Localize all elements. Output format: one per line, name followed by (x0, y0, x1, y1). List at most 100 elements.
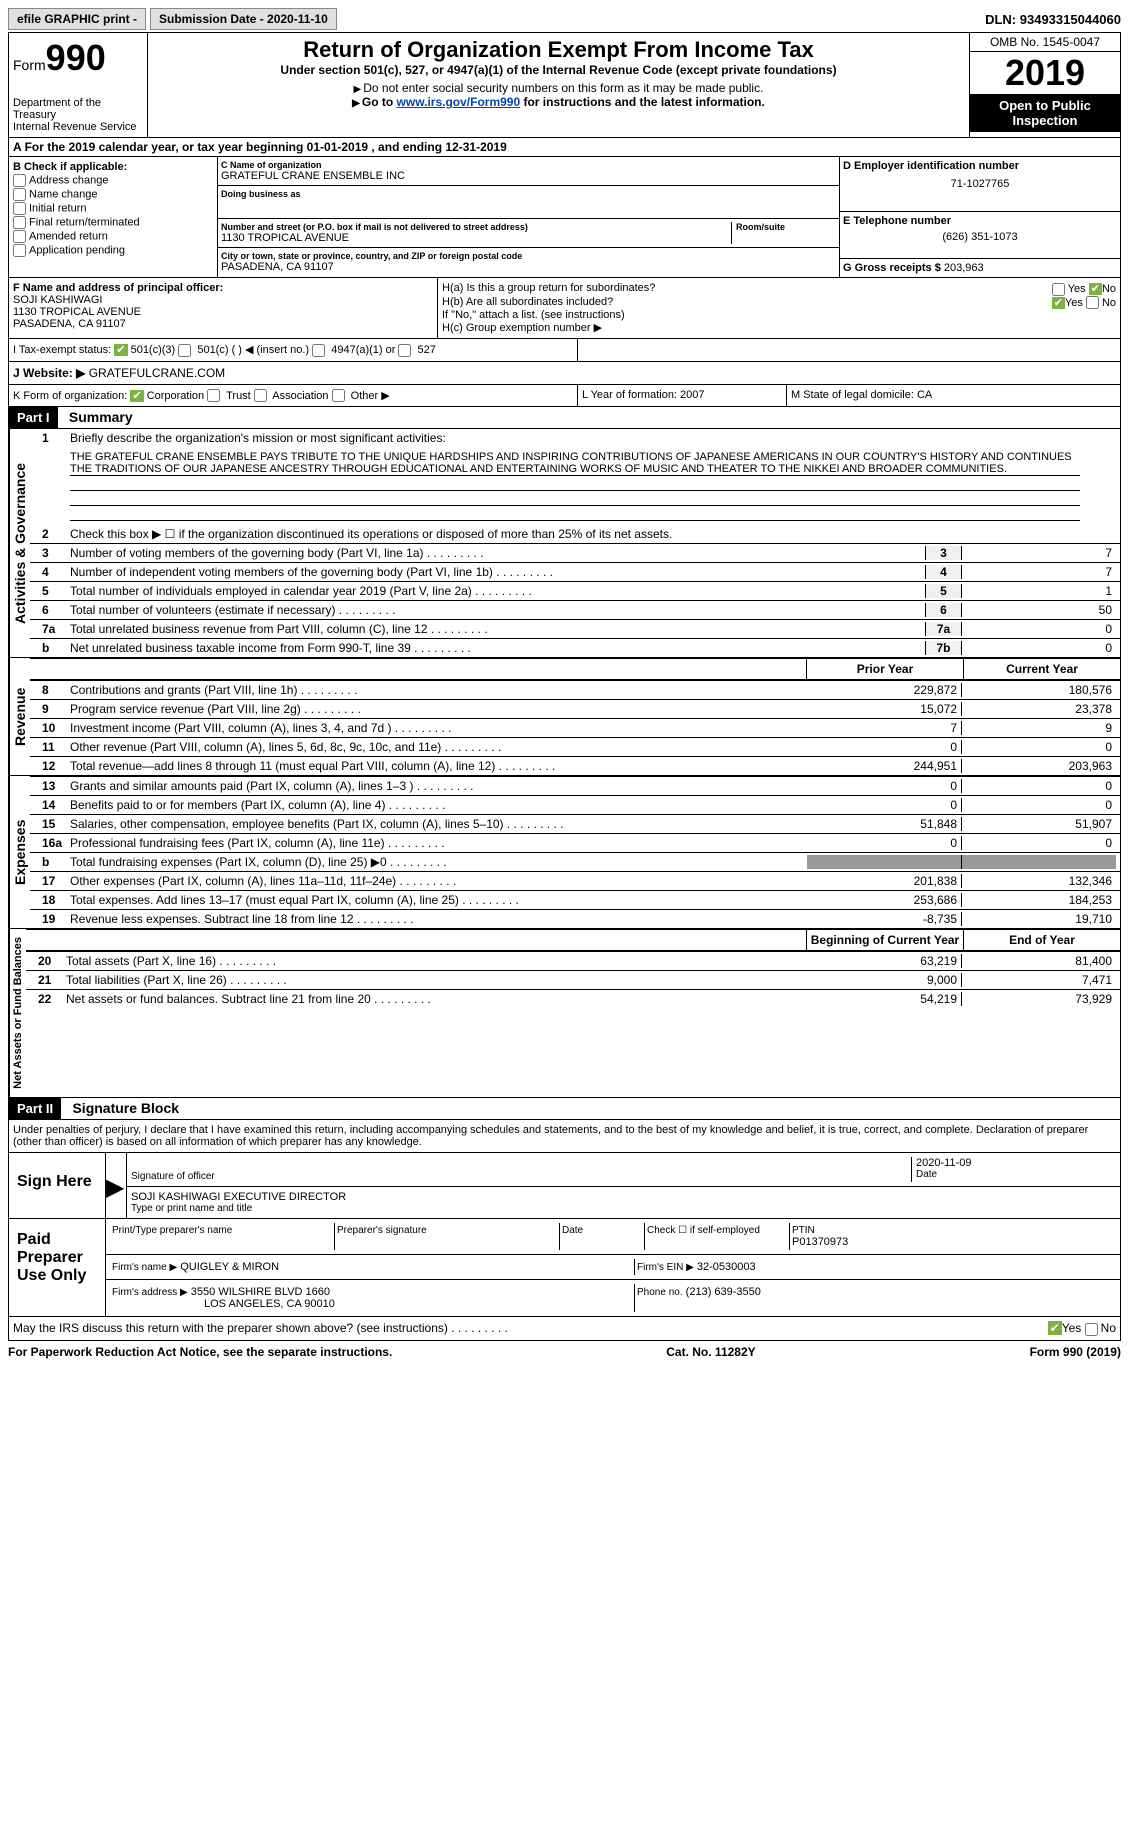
officer-addr: 1130 TROPICAL AVENUE (13, 306, 433, 318)
form-container: Form990 Department of the Treasury Inter… (8, 32, 1121, 1341)
revenue-label: Revenue (9, 658, 30, 775)
penalty-statement: Under penalties of perjury, I declare th… (9, 1120, 1120, 1152)
form-subtitle: Under section 501(c), 527, or 4947(a)(1)… (152, 63, 965, 77)
tax-period: A For the 2019 calendar year, or tax yea… (9, 138, 1120, 157)
line-16a: 16aProfessional fundraising fees (Part I… (30, 833, 1120, 852)
line-15: 15Salaries, other compensation, employee… (30, 814, 1120, 833)
group-return-q: H(a) Is this a group return for subordin… (442, 282, 1052, 296)
line-b: bTotal fundraising expenses (Part IX, co… (30, 852, 1120, 871)
line-6: 6Total number of volunteers (estimate if… (30, 600, 1120, 619)
firm-address: 3550 WILSHIRE BLVD 1660 (191, 1286, 330, 1298)
sign-here-label: Sign Here (9, 1153, 105, 1218)
name-change-checkbox[interactable]: Name change (13, 188, 213, 201)
current-year-header: Current Year (963, 659, 1120, 679)
begin-year-header: Beginning of Current Year (806, 930, 963, 950)
line-21: 21Total liabilities (Part X, line 26)9,0… (26, 970, 1120, 989)
line-7a: 7aTotal unrelated business revenue from … (30, 619, 1120, 638)
dln: DLN: 93493315044060 (985, 12, 1121, 27)
discontinued-check: Check this box ▶ ☐ if the organization d… (70, 527, 1116, 541)
org-city: PASADENA, CA 91107 (221, 261, 836, 273)
line-9: 9Program service revenue (Part VIII, lin… (30, 699, 1120, 718)
ssn-note: Do not enter social security numbers on … (152, 81, 965, 95)
officer-signature-name: SOJI KASHIWAGI EXECUTIVE DIRECTOR (131, 1191, 346, 1203)
line-17: 17Other expenses (Part IX, column (A), l… (30, 871, 1120, 890)
line-b: bNet unrelated business taxable income f… (30, 638, 1120, 657)
hb-no[interactable] (1086, 296, 1099, 309)
line-14: 14Benefits paid to or for members (Part … (30, 795, 1120, 814)
goto-note: Go to www.irs.gov/Form990 for instructio… (152, 95, 965, 109)
officer-city: PASADENA, CA 91107 (13, 318, 433, 330)
501c-checkbox[interactable] (178, 344, 191, 357)
part2-label: Part II (9, 1098, 61, 1119)
line-18: 18Total expenses. Add lines 13–17 (must … (30, 890, 1120, 909)
state-domicile: M State of legal domicile: CA (787, 385, 1120, 407)
phone: (626) 351-1073 (843, 227, 1117, 243)
application-pending-checkbox[interactable]: Application pending (13, 244, 213, 257)
efile-print-button[interactable]: efile GRAPHIC print - (8, 8, 146, 30)
gross-receipts: 203,963 (944, 262, 984, 274)
527-checkbox[interactable] (398, 344, 411, 357)
form-header: Form990 Department of the Treasury Inter… (9, 33, 1120, 138)
line-20: 20Total assets (Part X, line 16)63,21981… (26, 951, 1120, 970)
line-12: 12Total revenue—add lines 8 through 11 (… (30, 756, 1120, 775)
cat-no: Cat. No. 11282Y (666, 1345, 755, 1359)
form-title: Return of Organization Exempt From Incom… (152, 37, 965, 63)
ptin: P01370973 (792, 1236, 1114, 1248)
top-bar: efile GRAPHIC print - Submission Date - … (8, 8, 1121, 30)
initial-return-checkbox[interactable]: Initial return (13, 202, 213, 215)
submission-date-button[interactable]: Submission Date - 2020-11-10 (150, 8, 337, 30)
officer-label: F Name and address of principal officer: (13, 282, 433, 294)
paid-preparer-label: Paid Preparer Use Only (9, 1219, 105, 1316)
self-employed-check[interactable]: Check ☐ if self-employed (644, 1223, 789, 1250)
mission-label: Briefly describe the organization's miss… (70, 431, 1116, 445)
tax-year: 2019 (970, 52, 1120, 94)
part1-label: Part I (9, 407, 58, 428)
amended-return-checkbox[interactable]: Amended return (13, 230, 213, 243)
paperwork-notice: For Paperwork Reduction Act Notice, see … (8, 1345, 392, 1359)
other-checkbox[interactable] (332, 389, 345, 402)
website: GRATEFULCRANE.COM (89, 366, 225, 380)
governance-label: Activities & Governance (9, 429, 30, 657)
ha-yes[interactable] (1052, 283, 1065, 296)
line-5: 5Total number of individuals employed in… (30, 581, 1120, 600)
dept-treasury: Department of the Treasury (13, 97, 143, 121)
public-inspection: Open to PublicInspection (970, 94, 1120, 132)
form-footer: Form 990 (2019) (1030, 1345, 1121, 1359)
dept-irs: Internal Revenue Service (13, 121, 143, 133)
discuss-no[interactable] (1085, 1323, 1098, 1336)
mission-text: THE GRATEFUL CRANE ENSEMBLE PAYS TRIBUTE… (70, 451, 1080, 476)
firm-ein: 32-0530003 (697, 1261, 756, 1273)
final-return-checkbox[interactable]: Final return/terminated (13, 216, 213, 229)
hb-note: If "No," attach a list. (see instruction… (442, 309, 1116, 321)
group-exemption: H(c) Group exemption number ▶ (442, 321, 1116, 334)
prior-year-header: Prior Year (806, 659, 963, 679)
part1-title: Summary (61, 409, 133, 425)
line-4: 4Number of independent voting members of… (30, 562, 1120, 581)
4947-checkbox[interactable] (312, 344, 325, 357)
part2-title: Signature Block (64, 1100, 179, 1116)
org-address: 1130 TROPICAL AVENUE (221, 232, 731, 244)
discuss-preparer: May the IRS discuss this return with the… (13, 1321, 1048, 1335)
officer-name: SOJI KASHIWAGI (13, 294, 433, 306)
assoc-checkbox[interactable] (254, 389, 267, 402)
check-if-applicable: B Check if applicable: Address change Na… (9, 157, 218, 277)
netassets-label: Net Assets or Fund Balances (9, 929, 26, 1097)
line-19: 19Revenue less expenses. Subtract line 1… (30, 909, 1120, 928)
ein: 71-1027765 (843, 172, 1117, 190)
year-formation: L Year of formation: 2007 (578, 385, 787, 407)
firm-phone: (213) 639-3550 (686, 1286, 761, 1298)
form-prefix: Form (13, 57, 46, 73)
address-change-checkbox[interactable]: Address change (13, 174, 213, 187)
sign-date: 2020-11-09 (916, 1157, 1116, 1169)
line-10: 10Investment income (Part VIII, column (… (30, 718, 1120, 737)
trust-checkbox[interactable] (207, 389, 220, 402)
line-22: 22Net assets or fund balances. Subtract … (26, 989, 1120, 1008)
org-name: GRATEFUL CRANE ENSEMBLE INC (221, 170, 836, 182)
end-year-header: End of Year (963, 930, 1120, 950)
line-8: 8Contributions and grants (Part VIII, li… (30, 680, 1120, 699)
expenses-label: Expenses (9, 776, 30, 928)
line-13: 13Grants and similar amounts paid (Part … (30, 776, 1120, 795)
omb-number: OMB No. 1545-0047 (970, 33, 1120, 52)
line-11: 11Other revenue (Part VIII, column (A), … (30, 737, 1120, 756)
irs-link[interactable]: www.irs.gov/Form990 (397, 95, 521, 109)
